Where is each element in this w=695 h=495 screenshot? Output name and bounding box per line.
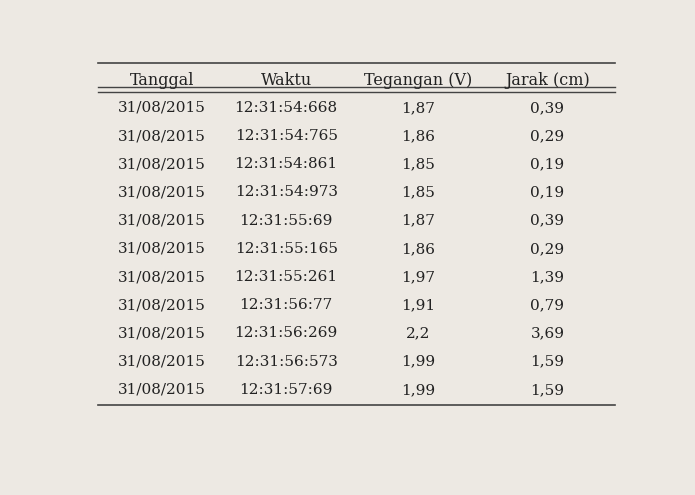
Text: 31/08/2015: 31/08/2015: [118, 383, 206, 397]
Text: 31/08/2015: 31/08/2015: [118, 157, 206, 171]
Text: Waktu: Waktu: [261, 72, 312, 89]
Text: Tegangan (V): Tegangan (V): [364, 72, 473, 89]
Text: 12:31:54:668: 12:31:54:668: [235, 101, 338, 115]
Text: 12:31:56:77: 12:31:56:77: [240, 298, 333, 312]
Text: 3,69: 3,69: [530, 326, 564, 341]
Text: 1,39: 1,39: [530, 270, 564, 284]
Text: 12:31:54:973: 12:31:54:973: [235, 186, 338, 199]
Text: 0,79: 0,79: [530, 298, 564, 312]
Text: 31/08/2015: 31/08/2015: [118, 354, 206, 369]
Text: 0,29: 0,29: [530, 242, 564, 256]
Text: 0,39: 0,39: [530, 101, 564, 115]
Text: 1,87: 1,87: [401, 101, 435, 115]
Text: 2,2: 2,2: [406, 326, 430, 341]
Text: 12:31:55:69: 12:31:55:69: [240, 214, 333, 228]
Text: 31/08/2015: 31/08/2015: [118, 326, 206, 341]
Text: 1,87: 1,87: [401, 214, 435, 228]
Text: 1,59: 1,59: [530, 383, 564, 397]
Text: Jarak (cm): Jarak (cm): [505, 72, 590, 89]
Text: 31/08/2015: 31/08/2015: [118, 242, 206, 256]
Text: 31/08/2015: 31/08/2015: [118, 101, 206, 115]
Text: 31/08/2015: 31/08/2015: [118, 270, 206, 284]
Text: 12:31:55:165: 12:31:55:165: [235, 242, 338, 256]
Text: 12:31:56:269: 12:31:56:269: [234, 326, 338, 341]
Text: 1,97: 1,97: [401, 270, 435, 284]
Text: 1,86: 1,86: [401, 129, 435, 143]
Text: 1,91: 1,91: [401, 298, 435, 312]
Text: 12:31:54:765: 12:31:54:765: [235, 129, 338, 143]
Text: Tanggal: Tanggal: [130, 72, 195, 89]
Text: 1,59: 1,59: [530, 354, 564, 369]
Text: 0,19: 0,19: [530, 157, 564, 171]
Text: 0,39: 0,39: [530, 214, 564, 228]
Text: 0,29: 0,29: [530, 129, 564, 143]
Text: 1,85: 1,85: [401, 157, 435, 171]
Text: 12:31:56:573: 12:31:56:573: [235, 354, 338, 369]
Text: 0,19: 0,19: [530, 186, 564, 199]
Text: 1,99: 1,99: [401, 383, 435, 397]
Text: 31/08/2015: 31/08/2015: [118, 186, 206, 199]
Text: 31/08/2015: 31/08/2015: [118, 298, 206, 312]
Text: 31/08/2015: 31/08/2015: [118, 129, 206, 143]
Text: 1,86: 1,86: [401, 242, 435, 256]
Text: 1,99: 1,99: [401, 354, 435, 369]
Text: 31/08/2015: 31/08/2015: [118, 214, 206, 228]
Text: 12:31:54:861: 12:31:54:861: [235, 157, 338, 171]
Text: 1,85: 1,85: [401, 186, 435, 199]
Text: 12:31:55:261: 12:31:55:261: [235, 270, 338, 284]
Text: 12:31:57:69: 12:31:57:69: [240, 383, 333, 397]
